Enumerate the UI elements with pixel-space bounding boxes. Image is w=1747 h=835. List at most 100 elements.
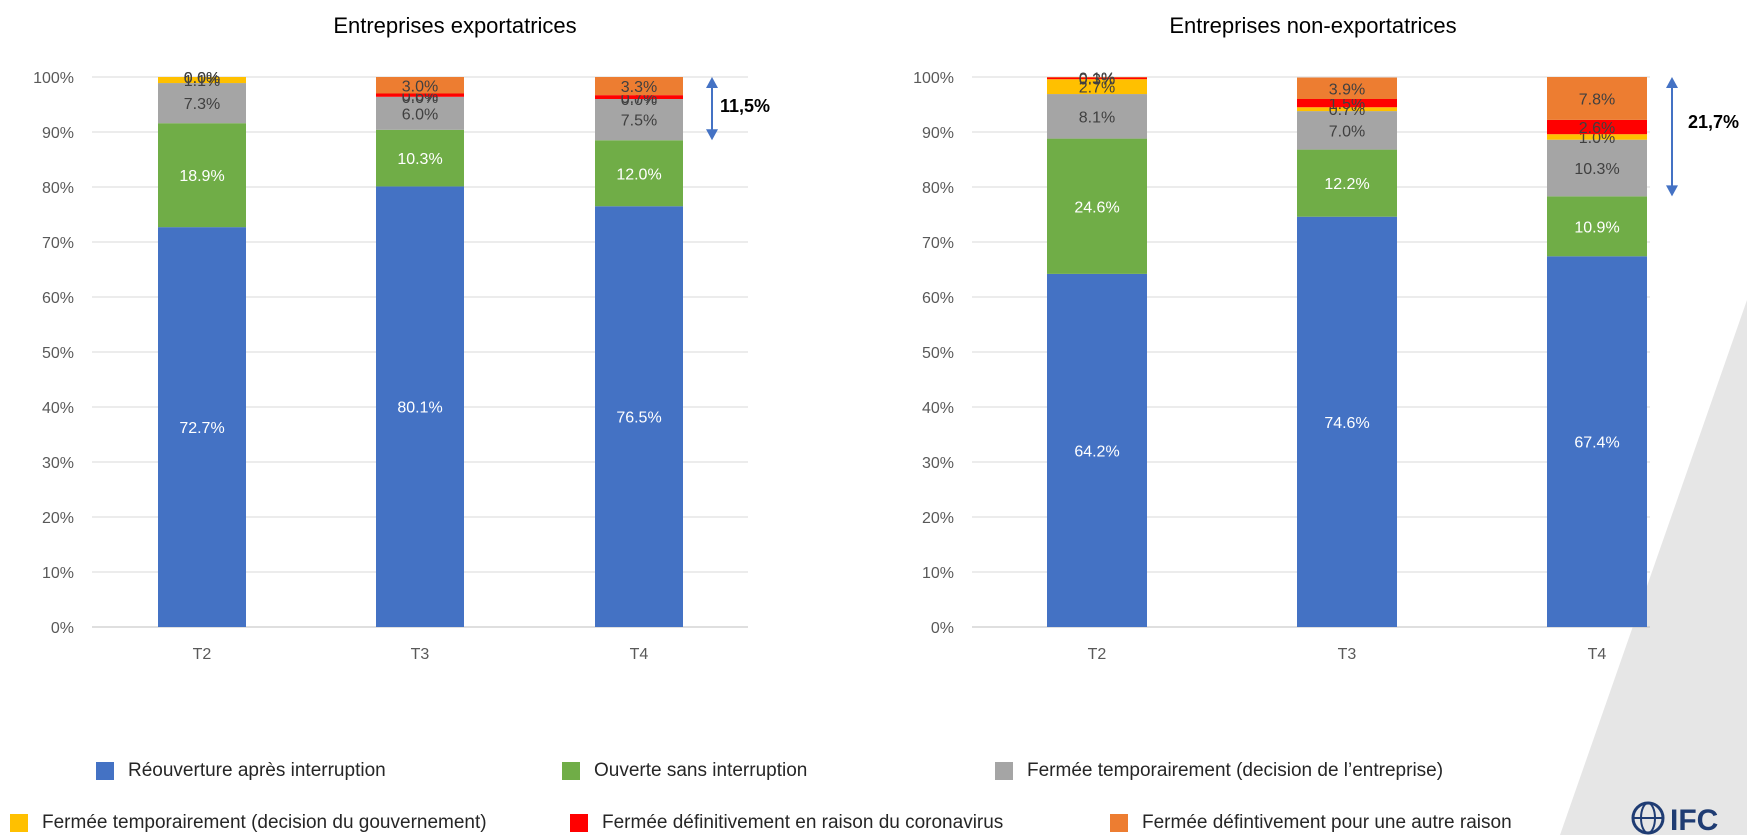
bar-segment [595, 99, 683, 141]
bar-segment [1047, 94, 1147, 139]
data-label: 8.1% [1079, 109, 1115, 126]
y-tick-label: 80% [922, 180, 954, 197]
chart-title: Entreprises exportatrices [333, 13, 576, 38]
annotation-arrow-head [1666, 77, 1678, 88]
data-label: 7.8% [1579, 91, 1615, 108]
bar-segment [595, 95, 683, 99]
data-label: 7.5% [621, 113, 657, 130]
data-label: 0.3% [1079, 71, 1115, 88]
data-label: 67.4% [1574, 435, 1619, 452]
legend-item-reouverture: Réouverture après interruption [96, 760, 386, 782]
data-label: 7.3% [184, 96, 220, 113]
y-tick-label: 100% [913, 70, 954, 87]
y-tick-label: 50% [922, 345, 954, 362]
y-tick-label: 100% [33, 70, 74, 87]
legend-item-ouverte: Ouverte sans interruption [562, 760, 807, 782]
y-tick-label: 10% [922, 565, 954, 582]
annotation-arrow-head [706, 77, 718, 88]
bar-segment [1297, 77, 1397, 99]
annotation-label: 21,7% [1688, 112, 1739, 132]
decorative-gray-wedge [1560, 300, 1747, 835]
y-tick-label: 50% [42, 345, 74, 362]
bar-segment [1297, 149, 1397, 217]
legend-swatch [96, 762, 114, 780]
legend-label: Fermée définitivement en raison du coron… [602, 812, 1004, 833]
bar-segment [1547, 196, 1647, 257]
data-label: 80.1% [397, 400, 442, 417]
data-label: 76.5% [616, 410, 661, 427]
data-label: 3.9% [1329, 81, 1365, 98]
data-label: 2.7% [1079, 80, 1115, 97]
bar-segment [158, 83, 246, 124]
bar-segment [1047, 138, 1147, 274]
data-label: 0.1% [1079, 70, 1115, 87]
bar-segment [158, 227, 246, 627]
bar-segment [1047, 79, 1147, 95]
data-label: 3.0% [402, 78, 438, 95]
data-label: 2.6% [1579, 120, 1615, 137]
data-label: 0.0% [184, 70, 220, 87]
bar-segment [1547, 256, 1647, 627]
legend-item-fermee-entreprise: Fermée temporairement (decision de l’ent… [995, 760, 1443, 782]
bar-segment [1047, 77, 1147, 78]
y-tick-label: 20% [922, 510, 954, 527]
data-label: 10.3% [397, 151, 442, 168]
legend-swatch [995, 762, 1013, 780]
data-label: 74.6% [1324, 415, 1369, 432]
y-tick-label: 40% [922, 400, 954, 417]
data-label: 7.0% [1329, 123, 1365, 140]
x-tick-label: T2 [193, 646, 212, 663]
bar-segment [1547, 134, 1647, 140]
bar-segment [595, 77, 683, 96]
y-tick-label: 60% [922, 290, 954, 307]
data-label: 10.3% [1574, 161, 1619, 178]
legend-swatch [1110, 814, 1128, 832]
bar-segment [376, 96, 464, 130]
bar-segment [376, 129, 464, 187]
legend-item-fermee-autre: Fermée défintivement pour une autre rais… [1110, 812, 1512, 834]
y-tick-label: 30% [42, 455, 74, 472]
bar-segment [1047, 273, 1147, 627]
chart-title: Entreprises non-exportatrices [1169, 13, 1456, 38]
data-label: 18.9% [179, 168, 224, 185]
data-label: 12.2% [1324, 176, 1369, 193]
data-label: 6.0% [402, 106, 438, 123]
y-tick-label: 70% [922, 235, 954, 252]
x-tick-label: T4 [1588, 646, 1607, 663]
legend-swatch [562, 762, 580, 780]
legend-item-fermee-coronavirus: Fermée définitivement en raison du coron… [570, 812, 1003, 834]
legend-label: Fermée temporairement (decision de l’ent… [1027, 760, 1444, 781]
bar-segment [1297, 111, 1397, 150]
bar-segment [376, 186, 464, 627]
data-label: 1.5% [1329, 96, 1365, 113]
ifc-logo: IFC [1631, 801, 1718, 835]
y-tick-label: 90% [922, 125, 954, 142]
data-label: 64.2% [1074, 443, 1119, 460]
charts-group: Entreprises exportatrices 0% 10% 20% 30% 40% 5… [33, 13, 1739, 663]
data-label: 10.9% [1574, 219, 1619, 236]
x-tick-label: T3 [1338, 646, 1357, 663]
data-label: 12.0% [616, 166, 661, 183]
y-tick-label: 60% [42, 290, 74, 307]
y-tick-label: 0% [931, 620, 954, 637]
y-tick-label: 30% [922, 455, 954, 472]
bar-segment [376, 93, 464, 97]
legend-label: Fermée défintivement pour une autre rais… [1142, 812, 1512, 833]
y-tick-label: 20% [42, 510, 74, 527]
bar-segment [376, 77, 464, 94]
y-tick-label: 70% [42, 235, 74, 252]
legend-swatch [570, 814, 588, 832]
bar-segment [158, 123, 246, 228]
data-label: 3.3% [621, 79, 657, 96]
data-label: 72.7% [179, 420, 224, 437]
data-label: 0.0% [184, 70, 220, 87]
x-tick-label: T3 [411, 646, 430, 663]
y-tick-label: 0% [51, 620, 74, 637]
y-tick-label: 90% [42, 125, 74, 142]
bar-segment [1297, 216, 1397, 627]
bar-segment [158, 77, 246, 84]
bar-segment [1047, 77, 1147, 80]
annotation-arrow-head [1666, 185, 1678, 197]
legend-item-fermee-gouvernement: Fermée temporairement (decision du gouve… [10, 812, 487, 834]
